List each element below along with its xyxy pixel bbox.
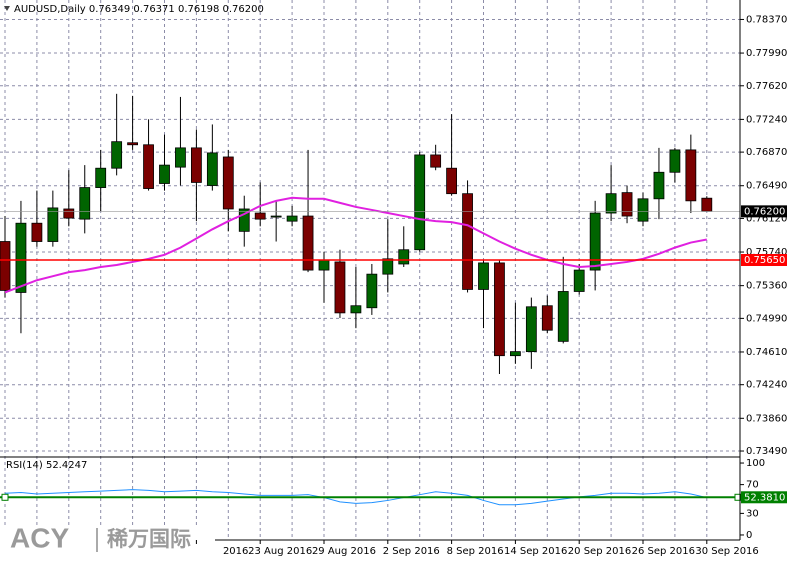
chart-title: AUDUSD,Daily 0.76349 0.76371 0.76198 0.7… xyxy=(14,4,264,15)
candle-body-down xyxy=(334,261,346,314)
moving-average xyxy=(4,196,707,294)
candle-body-up xyxy=(350,305,362,314)
symbol-icon xyxy=(4,6,10,11)
y-tick-label: 0 xyxy=(746,530,752,541)
price-label-box xyxy=(741,205,787,218)
y-tick-label: 0.78370 xyxy=(746,14,787,25)
candle-body-up xyxy=(111,141,123,169)
candle-body-up xyxy=(557,291,569,342)
candle-body-up xyxy=(509,351,521,357)
y-tick-label: 0.73860 xyxy=(746,413,787,424)
candle-body-down xyxy=(190,147,202,183)
candle-body-down xyxy=(127,142,138,146)
candle-body-up xyxy=(79,187,91,220)
candle-body-down xyxy=(143,144,154,189)
x-tick-label: 23 Aug 2016 xyxy=(248,546,312,557)
watermark-name: 稀万国际 xyxy=(107,527,191,551)
y-tick-label: 0.76490 xyxy=(746,181,787,192)
level-label-box xyxy=(741,254,787,266)
y-tick-label: 0.74610 xyxy=(746,347,787,358)
y-tick-label: 0.74240 xyxy=(746,380,787,391)
candle-body-up xyxy=(366,273,378,309)
candle-body-down xyxy=(222,156,234,210)
candle-body-down xyxy=(701,197,713,212)
rsi-title: RSI(14) 52.4247 xyxy=(6,460,87,471)
y-tick-label: 30 xyxy=(746,508,759,519)
candle-body-up xyxy=(653,171,665,200)
y-tick-label: 0.77240 xyxy=(746,114,787,125)
y-tick-label: 0.77990 xyxy=(746,48,787,59)
candle-body-up xyxy=(414,154,426,251)
rsi-level-label-box xyxy=(741,491,787,504)
candle-body-down xyxy=(31,222,43,242)
candle-body-down xyxy=(63,208,75,219)
y-tick-label: 100 xyxy=(746,458,765,469)
x-tick-label: 14 Sep 2016 xyxy=(504,546,567,557)
y-tick-label: 0.75740 xyxy=(746,247,787,258)
candle-body-up xyxy=(270,215,282,218)
y-tick-label: 0.73490 xyxy=(746,446,787,457)
price-label: 0.76200 xyxy=(744,206,785,217)
candle-body-up xyxy=(637,198,649,222)
x-tick-label: 30 Sep 2016 xyxy=(695,546,758,557)
candle-body-up xyxy=(669,149,681,173)
candle-body-down xyxy=(541,305,553,331)
candle-body-up xyxy=(478,262,489,290)
candle-body-down xyxy=(494,262,505,357)
candle-body-up xyxy=(238,208,250,232)
candle-body-up xyxy=(47,207,59,242)
watermark-bg xyxy=(0,525,215,563)
y-tick-label: 0.77620 xyxy=(746,81,787,92)
y-tick-label: 0.75360 xyxy=(746,281,787,292)
x-tick-label: 2 Sep 2016 xyxy=(383,546,440,557)
candle-body-down xyxy=(302,215,314,271)
plot xyxy=(0,93,742,506)
candle-body-down xyxy=(685,149,697,202)
candle-body-up xyxy=(286,215,298,222)
candle-body-down xyxy=(0,241,11,291)
candle-body-up xyxy=(159,164,170,184)
candle-body-up xyxy=(95,167,107,188)
candle-body-down xyxy=(462,193,473,290)
y-tick-label: 0.76870 xyxy=(746,147,787,158)
candle-body-up xyxy=(15,222,27,293)
candle-body-up xyxy=(525,306,537,353)
candle-body-down xyxy=(446,167,458,195)
candle-body-up xyxy=(206,152,218,186)
y-tick-label: 70 xyxy=(746,480,759,491)
x-tick-label: 20 Sep 2016 xyxy=(568,546,631,557)
candle-body-up xyxy=(382,258,394,275)
rsi-level-start xyxy=(1,493,9,501)
watermark-brand: ACY xyxy=(10,522,69,553)
rsi-line xyxy=(4,489,707,506)
x-tick-label: 29 Aug 2016 xyxy=(312,546,376,557)
candle-body-up xyxy=(318,259,330,271)
candle-body-down xyxy=(430,154,442,168)
candle-body-up xyxy=(589,212,601,271)
x-tick-label: 8 Sep 2016 xyxy=(447,546,504,557)
candle-body-down xyxy=(254,212,266,220)
candle-body-up xyxy=(398,249,410,265)
y-tick-label: 0.74990 xyxy=(746,313,787,324)
candle-body-up xyxy=(175,147,186,168)
x-tick-label: 26 Sep 2016 xyxy=(632,546,695,557)
candle-body-up xyxy=(605,193,617,214)
y-tick-label: 0.76120 xyxy=(746,213,787,224)
x-tick-label: 2016 xyxy=(223,546,248,557)
candle-body-down xyxy=(621,192,633,217)
candle-body-up xyxy=(573,269,585,292)
rsi-level-label: 52.3810 xyxy=(744,492,785,503)
level-label: 0.75650 xyxy=(744,255,785,266)
